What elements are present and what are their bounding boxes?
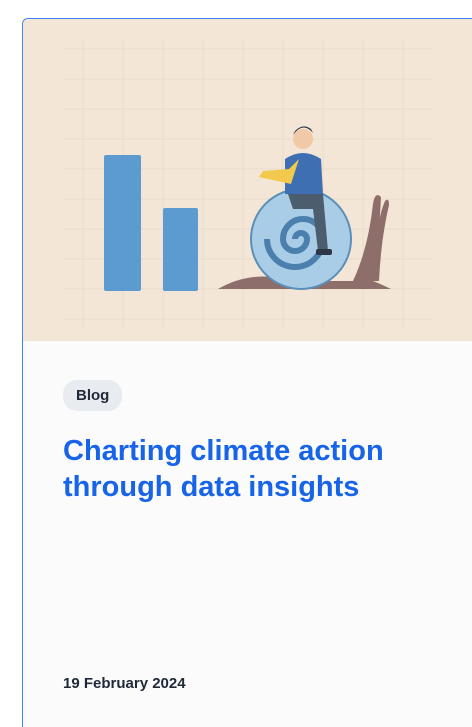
man-shoe <box>316 249 332 255</box>
bar-shape <box>163 208 198 291</box>
bar-shape <box>104 155 141 291</box>
illustration <box>23 19 472 341</box>
blog-card[interactable]: Blog Charting climate action through dat… <box>22 18 472 727</box>
page: Blog Charting climate action through dat… <box>0 0 472 727</box>
title[interactable]: Charting climate action through data ins… <box>63 433 448 505</box>
man-head <box>293 129 313 149</box>
date: 19 February 2024 <box>63 675 186 692</box>
card-image <box>23 19 472 341</box>
tag: Blog <box>63 380 122 411</box>
